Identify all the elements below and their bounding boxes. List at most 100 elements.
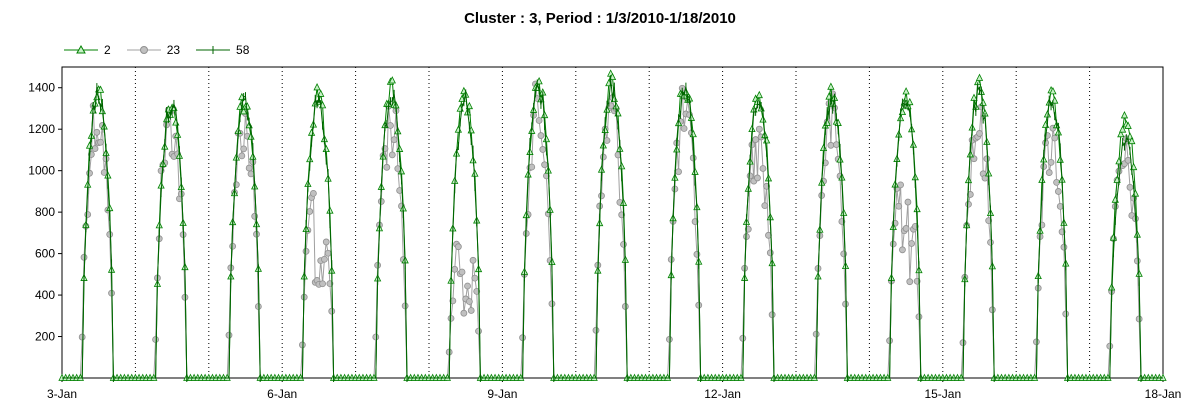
plus-marker-icon [196, 46, 231, 54]
legend-label-series-58: 58 [236, 43, 250, 57]
series-23-point [537, 132, 545, 139]
y-tick-label: 200 [35, 330, 55, 344]
series-23-point [759, 165, 767, 172]
series-23-point [328, 307, 336, 315]
x-tick-label: 3-Jan [47, 387, 77, 401]
series-2-point [397, 167, 406, 175]
series-2-point [1056, 155, 1064, 163]
series-23-point [902, 225, 910, 232]
triangle-marker-icon [64, 45, 98, 54]
series-23-point [766, 249, 774, 257]
series-2-point [247, 132, 255, 140]
series-2-point [240, 107, 248, 115]
series-23-point [467, 307, 475, 314]
series-23-point [966, 191, 974, 198]
series-23-point [832, 141, 840, 148]
series-23-point [84, 211, 92, 218]
series-2-point [601, 125, 609, 133]
series-23-point [451, 265, 459, 273]
series-23-point [621, 303, 629, 310]
series-23-point [254, 303, 262, 310]
series-23-point [598, 192, 605, 200]
series-23-point [449, 297, 457, 305]
series-23-point [251, 212, 259, 220]
series-2-point [542, 134, 551, 143]
series-2-point [243, 102, 251, 110]
series-23-point [755, 125, 763, 133]
series-23-point [464, 282, 471, 290]
series-23-point [620, 240, 627, 248]
x-tick-label: 18-Jan [1145, 387, 1182, 401]
series-23-point [152, 336, 159, 343]
series-23-point [229, 242, 237, 250]
series-23-point [695, 301, 703, 309]
series-23-point [302, 247, 310, 255]
series-23-point [324, 249, 332, 257]
series-23-point [614, 151, 622, 159]
y-tick-label: 1200 [28, 122, 55, 136]
series-23-point [377, 198, 385, 205]
series-23-point [812, 330, 820, 338]
series-23-point [1058, 228, 1066, 236]
series-23-point [541, 161, 549, 169]
y-tick-label: 400 [35, 288, 55, 302]
series-23-point [897, 181, 904, 189]
series-23-point [245, 164, 253, 172]
series-23-point [1047, 158, 1055, 166]
series-2-point [96, 85, 105, 93]
series-23-point [225, 331, 233, 339]
series-23-point [454, 243, 462, 251]
legend: 2 23 58 [64, 42, 265, 58]
series-23-point [238, 152, 246, 160]
series-23-point [827, 141, 835, 149]
series-2-point [173, 130, 182, 138]
series-23-point [322, 238, 330, 246]
series-23-point [383, 163, 391, 171]
series-2-point [1118, 125, 1127, 133]
series-23-point [97, 138, 104, 146]
series-2-point [1117, 129, 1125, 138]
x-tick-label: 12-Jan [704, 387, 741, 401]
circle-marker-icon [126, 46, 161, 54]
series-2-point [913, 204, 921, 213]
series-23-point [247, 170, 255, 178]
series-23-point [469, 256, 477, 264]
series-23-point [752, 136, 760, 143]
series-23-point [599, 153, 607, 161]
series-23-point [603, 137, 611, 144]
series-23-point [1056, 202, 1064, 210]
series-23-point [240, 145, 248, 153]
series-23-point [390, 136, 398, 144]
series-23-point [447, 314, 455, 322]
series-2-point [1124, 121, 1132, 129]
series-23-point [889, 240, 897, 248]
series-23-point [106, 231, 114, 238]
series-23-point [675, 168, 682, 176]
legend-item-series-23: 23 [126, 43, 180, 57]
series-23-point [988, 306, 996, 314]
series-23-point [680, 125, 688, 132]
y-tick-label: 1400 [28, 81, 55, 95]
series-23-point [1115, 167, 1123, 175]
series-23-point [319, 280, 326, 288]
series-2-point [836, 155, 844, 163]
series-23-point [665, 335, 673, 343]
series-23-point [981, 174, 989, 182]
series-23-point [321, 255, 328, 263]
series-23-point [93, 128, 101, 136]
series-23-point [539, 146, 547, 153]
series-23-point [895, 202, 903, 210]
series-23-point [985, 217, 993, 225]
series-23-point [232, 181, 240, 189]
series-2-point [755, 90, 763, 99]
series-23-point [959, 339, 967, 347]
y-tick-label: 800 [35, 205, 55, 219]
series-2-point [1120, 111, 1129, 119]
series-23-point [904, 198, 912, 206]
series-23-point [475, 327, 482, 335]
series-23-point [309, 189, 317, 197]
series-23-point [987, 238, 994, 246]
series-23-point [548, 300, 556, 308]
series-23-point [471, 274, 479, 282]
series-23-point [976, 130, 983, 137]
